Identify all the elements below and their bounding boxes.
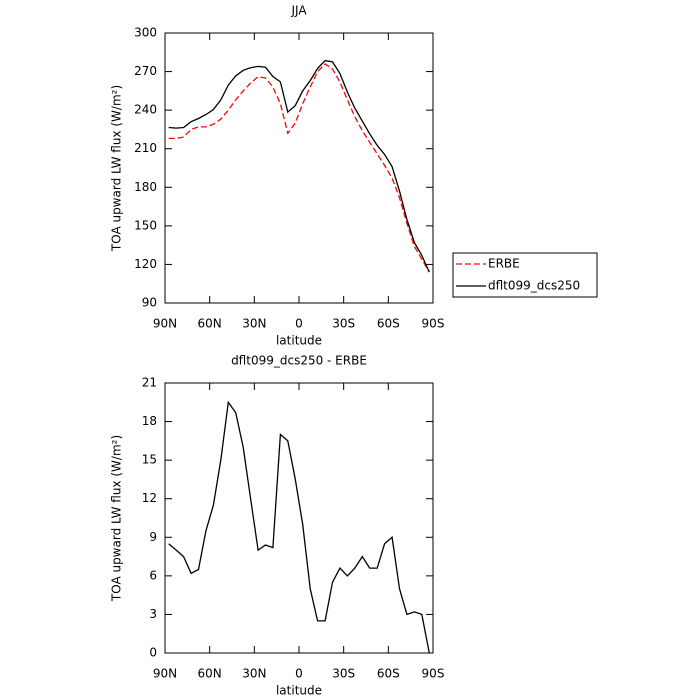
- x-tick-label: 60N: [198, 317, 222, 331]
- legend-label: dflt099_dcs250: [488, 279, 580, 293]
- x-axis-label: latitude: [276, 334, 322, 348]
- legend-box: [452, 252, 598, 298]
- y-tick-label: 9: [149, 530, 157, 544]
- legend-label: ERBE: [488, 257, 520, 271]
- y-axis-label: TOA upward LW flux (W/m²): [110, 435, 124, 602]
- y-tick-label: 120: [134, 257, 157, 271]
- x-tick-label: 60N: [198, 667, 222, 681]
- x-axis-label: latitude: [276, 684, 322, 698]
- x-tick-label: 30N: [242, 317, 266, 331]
- y-tick-label: 240: [134, 103, 157, 117]
- y-tick-label: 90: [142, 296, 157, 310]
- data-line: [168, 59, 430, 273]
- x-tick-label: 30S: [332, 667, 355, 681]
- x-tick-label: 90N: [153, 317, 177, 331]
- y-tick-label: 18: [142, 414, 157, 428]
- y-tick-label: 300: [134, 26, 157, 40]
- x-tick-label: 0: [295, 667, 303, 681]
- y-tick-label: 270: [134, 64, 157, 78]
- x-tick-label: 0: [295, 317, 303, 331]
- y-tick-label: 21: [142, 376, 157, 390]
- x-tick-label: 60S: [377, 667, 400, 681]
- y-tick-label: 6: [149, 568, 157, 582]
- chart-title: JJA: [290, 4, 307, 18]
- y-tick-label: 3: [149, 607, 157, 621]
- y-tick-label: 150: [134, 218, 157, 232]
- y-tick-label: 15: [142, 453, 157, 467]
- y-tick-label: 12: [142, 491, 157, 505]
- x-tick-label: 60S: [377, 317, 400, 331]
- x-tick-label: 90N: [153, 667, 177, 681]
- data-line: [168, 63, 430, 273]
- y-axis-label: TOA upward LW flux (W/m²): [110, 85, 124, 252]
- x-tick-label: 30S: [332, 317, 355, 331]
- y-tick-label: 210: [134, 141, 157, 155]
- y-tick-label: 0: [149, 646, 157, 660]
- y-tick-label: 180: [134, 180, 157, 194]
- x-tick-label: 90S: [422, 667, 445, 681]
- x-tick-label: 90S: [422, 317, 445, 331]
- plot-frame: [164, 382, 434, 654]
- data-line: [168, 400, 430, 654]
- chart-title: dflt099_dcs250 - ERBE: [231, 354, 367, 368]
- x-tick-label: 30N: [242, 667, 266, 681]
